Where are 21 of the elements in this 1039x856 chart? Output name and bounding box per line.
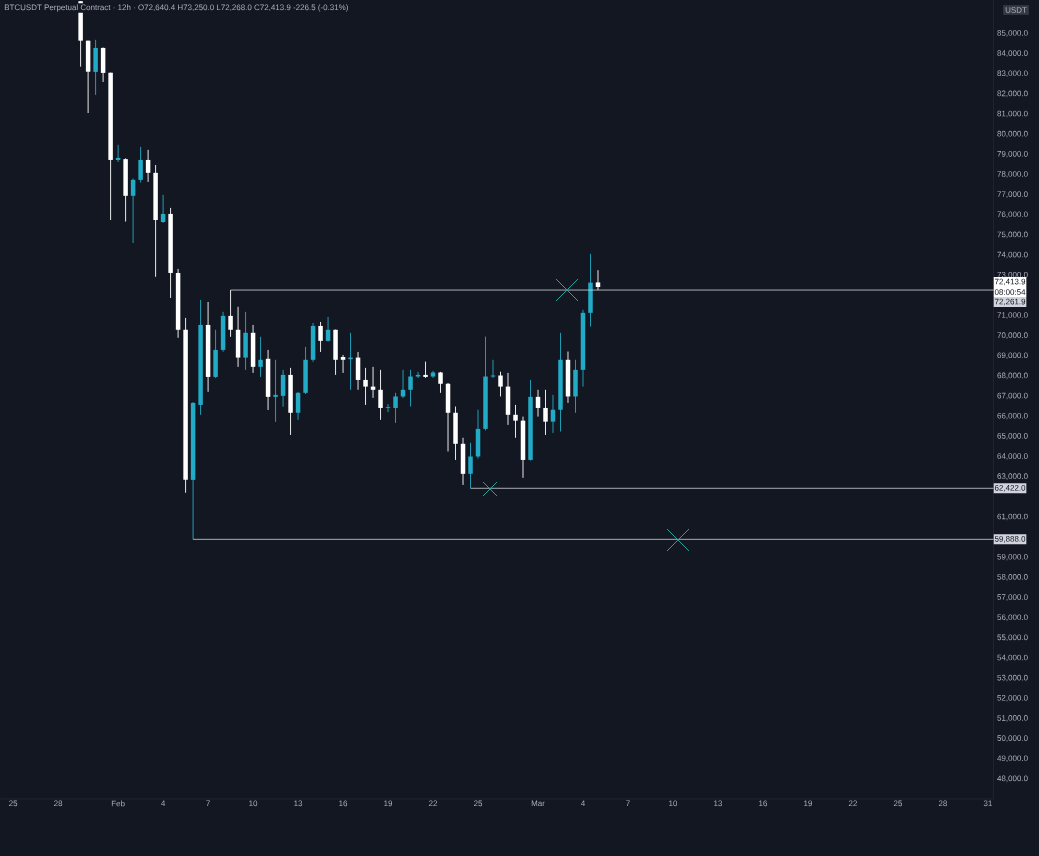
candlestick <box>228 289 233 338</box>
candlestick <box>363 367 368 406</box>
candlestick <box>513 404 518 439</box>
candlestick <box>415 371 421 379</box>
candlestick <box>378 369 383 421</box>
candlestick <box>423 361 428 379</box>
candlestick <box>318 321 323 353</box>
candlestick <box>408 369 413 407</box>
candlestick <box>273 359 278 423</box>
candlestick <box>340 354 346 374</box>
candlestick <box>543 389 548 436</box>
candlestick <box>258 336 263 378</box>
candlestick <box>393 392 398 424</box>
candlestick <box>138 146 143 183</box>
candlestick <box>595 269 601 291</box>
candlestick <box>385 403 391 413</box>
candlestick <box>93 39 98 96</box>
candlestick <box>468 442 473 489</box>
candlestick <box>550 394 556 434</box>
candlestick <box>145 149 151 183</box>
candlestick <box>498 371 503 397</box>
